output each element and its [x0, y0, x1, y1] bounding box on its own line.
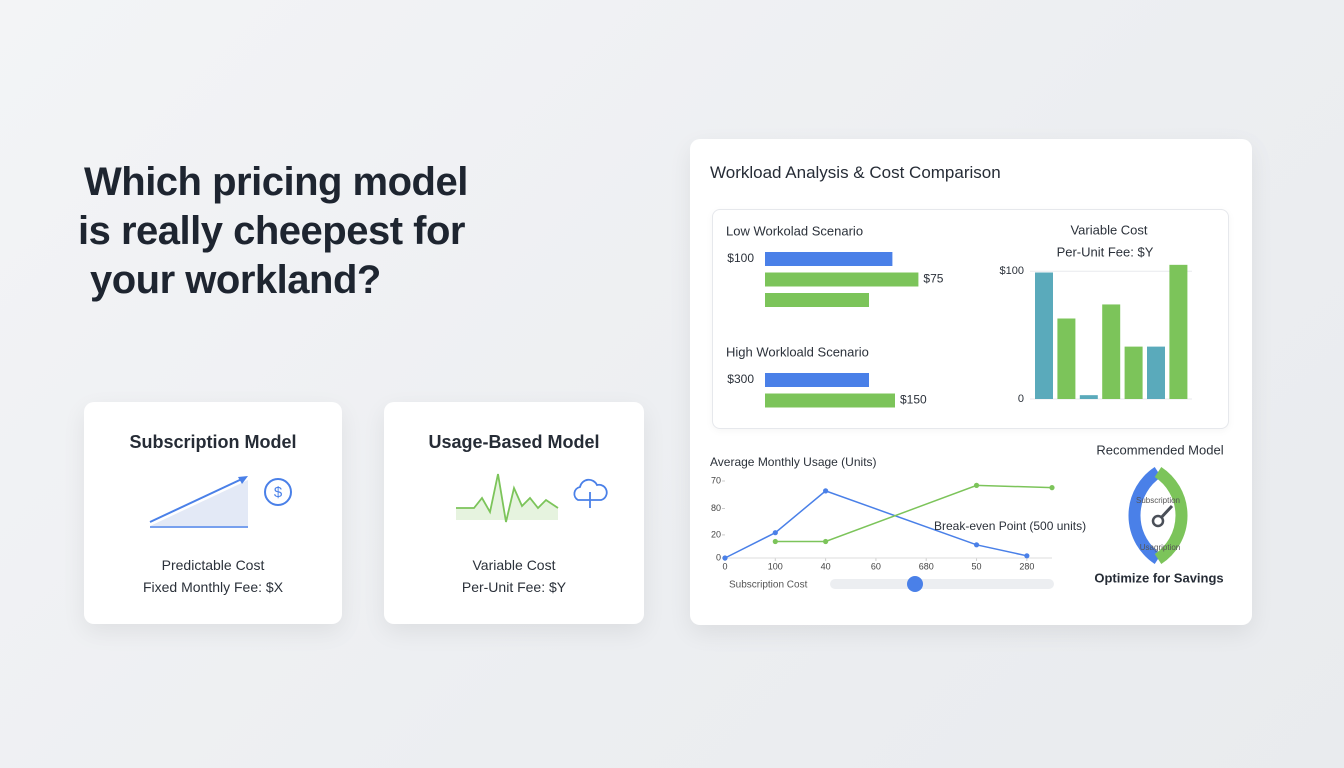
- chart-title: Variable Cost: [1070, 222, 1147, 237]
- bar: [1057, 318, 1076, 399]
- slider-track: [830, 579, 1054, 589]
- gauge-arc: [1154, 466, 1188, 565]
- headline: Which pricing model is really cheepest f…: [78, 158, 468, 305]
- y-tick-label: $100: [1000, 265, 1024, 277]
- point: [823, 488, 829, 494]
- y-tick-label: 80: [711, 503, 721, 513]
- x-tick-label: 60: [871, 561, 881, 571]
- gauge-label: Usagription: [1140, 543, 1180, 552]
- bar: [1079, 395, 1098, 399]
- x-tick-label: 280: [1019, 561, 1034, 571]
- card-icon: $: [149, 476, 292, 528]
- gauge-hub: [1151, 514, 1165, 528]
- line: [775, 484, 1053, 543]
- card-label: Variable Cost: [472, 557, 556, 573]
- panel-title: Workload Analysis & Cost Comparison: [710, 163, 1001, 182]
- x-tick-label: 680: [919, 561, 934, 571]
- y-tick-label: 20: [711, 529, 721, 539]
- gauge-label: Subscription: [1136, 496, 1180, 505]
- y-tick-label: 70: [711, 475, 721, 485]
- point: [1049, 485, 1055, 491]
- pricing-card: Subscription Model $ Predictable Cost Fi…: [84, 402, 342, 624]
- bar: [1035, 272, 1053, 399]
- bar: [1147, 346, 1165, 399]
- x-tick-label: 0: [722, 561, 727, 571]
- chart-subtitle: Per-Unit Fee: $Y: [1057, 244, 1154, 259]
- headline-line: your workland?: [90, 258, 381, 302]
- x-tick-label: 50: [972, 561, 982, 571]
- annotation: Break-even Point (500 units): [934, 519, 1086, 533]
- gauge-footer: Optimize for Savings: [1094, 570, 1223, 585]
- point: [1024, 553, 1030, 559]
- bar: [1102, 304, 1121, 399]
- card-label: Predictable Cost: [161, 557, 265, 573]
- headline-line: is really cheepest for: [78, 209, 465, 253]
- annotation: $75: [923, 272, 943, 286]
- gauge: Recommended Model Subscription Usagripti…: [1094, 442, 1223, 585]
- point: [973, 542, 980, 548]
- bar: [765, 272, 919, 287]
- bar: [765, 293, 869, 307]
- group-title: Low Workolad Scenario: [726, 223, 863, 238]
- bar: [765, 393, 895, 408]
- point: [973, 482, 980, 488]
- bar: [1124, 346, 1143, 399]
- point: [772, 538, 778, 545]
- x-tick-label: 100: [768, 561, 783, 571]
- card-title: Usage-Based Model: [428, 432, 600, 452]
- card-detail: Per-Unit Fee: $Y: [461, 579, 567, 595]
- svg-text:$: $: [274, 484, 283, 501]
- gauge-arc: [1128, 466, 1162, 565]
- bar: [765, 252, 893, 266]
- comparison-box: [712, 209, 1229, 429]
- bar: [765, 373, 869, 387]
- bar: [1169, 264, 1188, 399]
- card-title: Subscription Model: [129, 432, 297, 452]
- headline-line: Which pricing model: [84, 160, 468, 204]
- x-tick-label: 40: [821, 561, 831, 571]
- point: [722, 555, 728, 561]
- chart-title: Average Monthly Usage (Units): [710, 455, 877, 469]
- point: [772, 530, 778, 536]
- y-tick-label: 0: [1018, 393, 1024, 405]
- gauge-title: Recommended Model: [1096, 442, 1223, 457]
- pricing-card: Usage-Based Model Variable Cost Per-Unit…: [384, 402, 644, 624]
- group-title: High Workloald Scenario: [726, 344, 869, 359]
- annotation: $150: [900, 393, 927, 407]
- point: [823, 538, 829, 545]
- y-tick-label: 0: [716, 552, 721, 562]
- card-detail: Fixed Monthly Fee: $X: [142, 579, 284, 595]
- annotation: $100: [727, 251, 754, 265]
- annotation: $300: [727, 372, 754, 386]
- slider-label: Subscription Cost: [729, 580, 808, 591]
- slider-thumb[interactable]: [907, 576, 923, 592]
- card-icon: [456, 473, 608, 523]
